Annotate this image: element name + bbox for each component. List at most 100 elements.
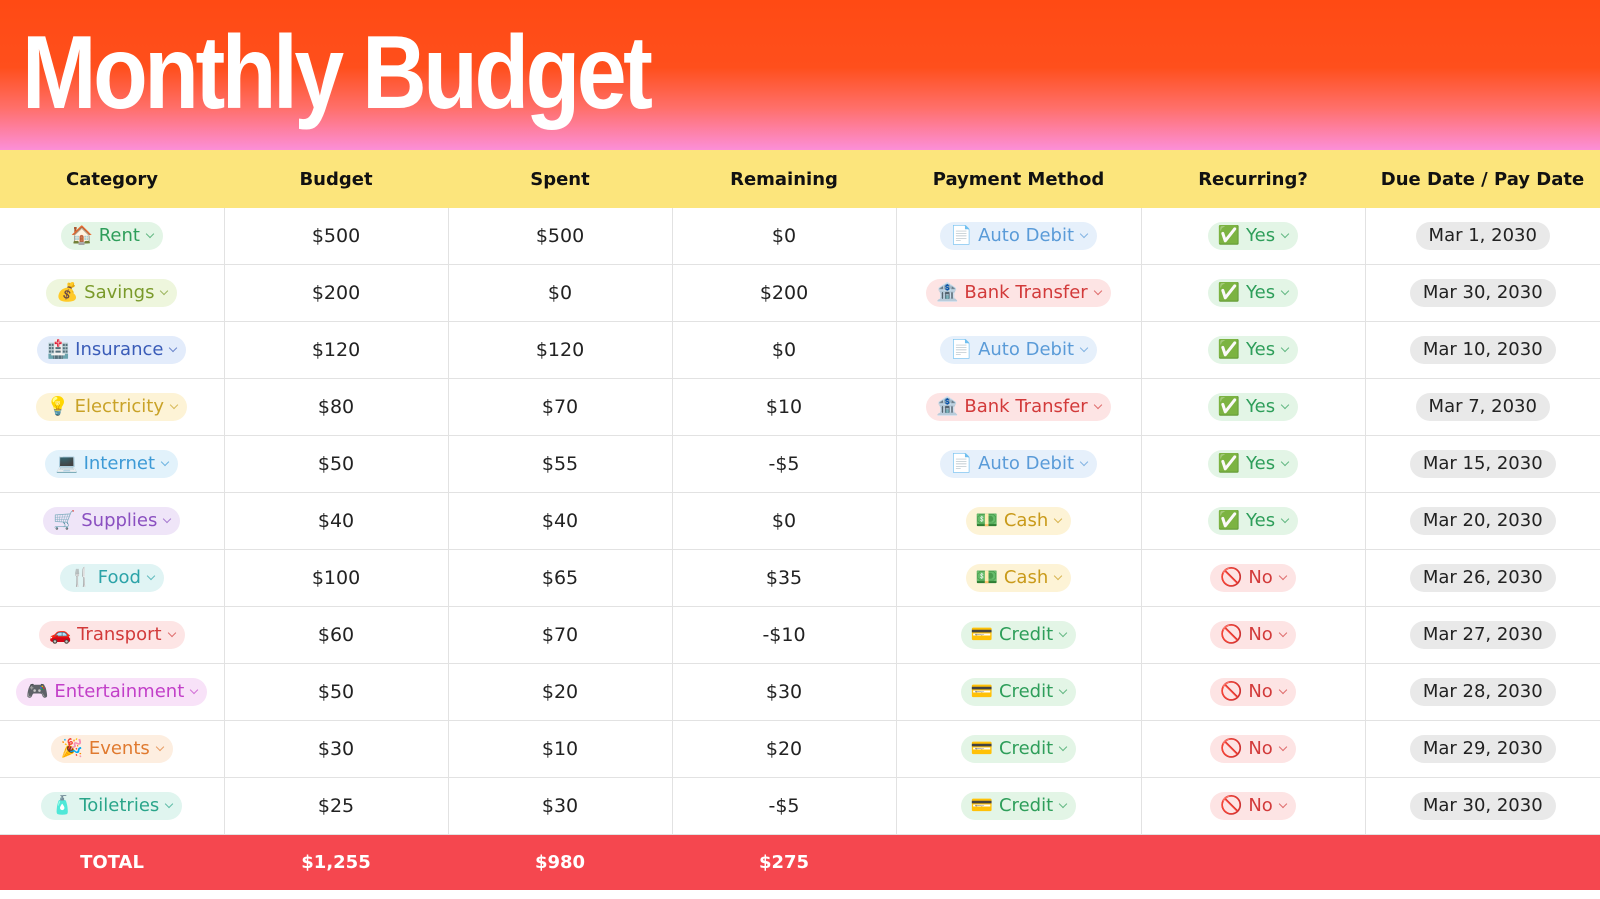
category-pill[interactable]: 🚗 Transport — [38, 621, 185, 649]
recurring-pill[interactable]: 🚫 No — [1210, 678, 1296, 706]
total-cell: TOTAL — [0, 834, 224, 890]
category-pill[interactable]: 🍴 Food — [59, 564, 164, 592]
total-empty — [1141, 834, 1365, 890]
table-row: 💻 Internet $50 $55 -$5 📄 Auto Debit ✅ Yes Mar … — [0, 435, 1600, 493]
cell: ✅ Yes — [1141, 435, 1366, 493]
cell: 🚗 Transport — [0, 606, 225, 664]
cell: ✅ Yes — [1141, 492, 1366, 550]
recurring-pill[interactable]: 🚫 No — [1210, 564, 1296, 592]
cell: 🏥 Insurance — [0, 321, 225, 379]
cell: 💰 Savings — [0, 264, 225, 322]
amount-cell: $20 — [672, 720, 897, 778]
table-row: 🏥 Insurance $120 $120 $0 📄 Auto Debit ✅ Yes Ma… — [0, 321, 1600, 379]
cell: Mar 29, 2030 — [1365, 720, 1600, 778]
cell: 🚫 No — [1141, 777, 1366, 835]
amount-cell: $0 — [672, 321, 897, 379]
amount-cell: $0 — [672, 208, 897, 265]
date-pill: Mar 30, 2030 — [1409, 792, 1556, 820]
cell: 🎮 Entertainment — [0, 663, 225, 721]
payment-pill[interactable]: 💵 Cash — [965, 564, 1072, 592]
table-row: 🎮 Entertainment $50 $20 $30 💳 Credit 🚫 No Mar … — [0, 663, 1600, 721]
cell: 💳 Credit — [896, 777, 1142, 835]
category-pill[interactable]: 💰 Savings — [46, 279, 178, 307]
table-row: 💰 Savings $200 $0 $200 🏦 Bank Transfer ✅ Yes M… — [0, 264, 1600, 322]
column-header: Recurring? — [1141, 150, 1365, 208]
date-pill: Mar 20, 2030 — [1409, 507, 1556, 535]
amount-cell: $500 — [448, 208, 673, 265]
payment-pill[interactable]: 📄 Auto Debit — [939, 222, 1098, 250]
cell: 🚫 No — [1141, 549, 1366, 607]
recurring-pill[interactable]: ✅ Yes — [1207, 393, 1299, 421]
category-pill[interactable]: 💡 Electricity — [36, 393, 188, 421]
cell: Mar 27, 2030 — [1365, 606, 1600, 664]
recurring-pill[interactable]: ✅ Yes — [1207, 222, 1299, 250]
recurring-pill[interactable]: ✅ Yes — [1207, 450, 1299, 478]
payment-pill[interactable]: 🏦 Bank Transfer — [926, 279, 1111, 307]
payment-pill[interactable]: 💳 Credit — [960, 735, 1077, 763]
category-pill[interactable]: 🧴 Toiletries — [41, 792, 183, 820]
payment-pill[interactable]: 🏦 Bank Transfer — [926, 393, 1111, 421]
column-header: Payment Method — [896, 150, 1141, 208]
table-row: 🚗 Transport $60 $70 -$10 💳 Credit 🚫 No Mar 27,… — [0, 606, 1600, 664]
column-header: Budget — [224, 150, 448, 208]
recurring-pill[interactable]: ✅ Yes — [1207, 336, 1299, 364]
cell: 🚫 No — [1141, 606, 1366, 664]
recurring-pill[interactable]: ✅ Yes — [1207, 507, 1299, 535]
amount-cell: $100 — [224, 549, 449, 607]
column-header: Spent — [448, 150, 672, 208]
amount-cell: $50 — [224, 435, 449, 493]
table-row: 🏠 Rent $500 $500 $0 📄 Auto Debit ✅ Yes Mar 1, … — [0, 208, 1600, 265]
table-row: 🍴 Food $100 $65 $35 💵 Cash 🚫 No Mar 26, 2030 — [0, 549, 1600, 607]
recurring-pill[interactable]: ✅ Yes — [1207, 279, 1299, 307]
date-pill: Mar 27, 2030 — [1409, 621, 1556, 649]
total-cell: $980 — [448, 834, 672, 890]
date-pill: Mar 28, 2030 — [1409, 678, 1556, 706]
amount-cell: -$5 — [672, 435, 897, 493]
category-pill[interactable]: 🎮 Entertainment — [16, 678, 208, 706]
page-title: Monthly Budget — [22, 15, 653, 131]
cell: 💳 Credit — [896, 720, 1142, 778]
payment-pill[interactable]: 📄 Auto Debit — [939, 450, 1098, 478]
recurring-pill[interactable]: 🚫 No — [1210, 735, 1296, 763]
cell: 📄 Auto Debit — [896, 435, 1142, 493]
category-pill[interactable]: 💻 Internet — [45, 450, 179, 478]
cell: Mar 30, 2030 — [1365, 264, 1600, 322]
payment-pill[interactable]: 💳 Credit — [960, 678, 1077, 706]
amount-cell: $40 — [448, 492, 673, 550]
cell: Mar 10, 2030 — [1365, 321, 1600, 379]
cell: 💻 Internet — [0, 435, 225, 493]
header-row: Category Budget Spent Remaining Payment Meth… — [0, 150, 1600, 208]
cell: 📄 Auto Debit — [896, 321, 1142, 379]
banner: Monthly Budget — [0, 0, 1600, 150]
category-pill[interactable]: 🎉 Events — [50, 735, 173, 763]
category-pill[interactable]: 🏥 Insurance — [37, 336, 187, 364]
recurring-pill[interactable]: 🚫 No — [1210, 792, 1296, 820]
amount-cell: $500 — [224, 208, 449, 265]
payment-pill[interactable]: 💵 Cash — [965, 507, 1072, 535]
payment-pill[interactable]: 💳 Credit — [960, 792, 1077, 820]
date-pill: Mar 30, 2030 — [1409, 279, 1556, 307]
cell: 💵 Cash — [896, 492, 1142, 550]
recurring-pill[interactable]: 🚫 No — [1210, 621, 1296, 649]
cell: Mar 20, 2030 — [1365, 492, 1600, 550]
date-pill: Mar 1, 2030 — [1415, 222, 1550, 250]
cell: Mar 28, 2030 — [1365, 663, 1600, 721]
table-row: 🛒 Supplies $40 $40 $0 💵 Cash ✅ Yes Mar 20, 203… — [0, 492, 1600, 550]
amount-cell: $20 — [448, 663, 673, 721]
payment-pill[interactable]: 💳 Credit — [960, 621, 1077, 649]
amount-cell: $55 — [448, 435, 673, 493]
total-cell: $275 — [672, 834, 896, 890]
budget-table: Category Budget Spent Remaining Payment Meth… — [0, 150, 1600, 890]
amount-cell: $200 — [224, 264, 449, 322]
category-pill[interactable]: 🛒 Supplies — [43, 507, 181, 535]
payment-pill[interactable]: 📄 Auto Debit — [939, 336, 1098, 364]
date-pill: Mar 7, 2030 — [1415, 393, 1550, 421]
category-pill[interactable]: 🏠 Rent — [60, 222, 163, 250]
date-pill: Mar 10, 2030 — [1409, 336, 1556, 364]
table-row: 💡 Electricity $80 $70 $10 🏦 Bank Transfer ✅ Y… — [0, 378, 1600, 436]
table-row: 🎉 Events $30 $10 $20 💳 Credit 🚫 No Mar 29, 203… — [0, 720, 1600, 778]
cell: 💳 Credit — [896, 663, 1142, 721]
column-header: Due Date / Pay Date — [1365, 150, 1600, 208]
cell: ✅ Yes — [1141, 378, 1366, 436]
